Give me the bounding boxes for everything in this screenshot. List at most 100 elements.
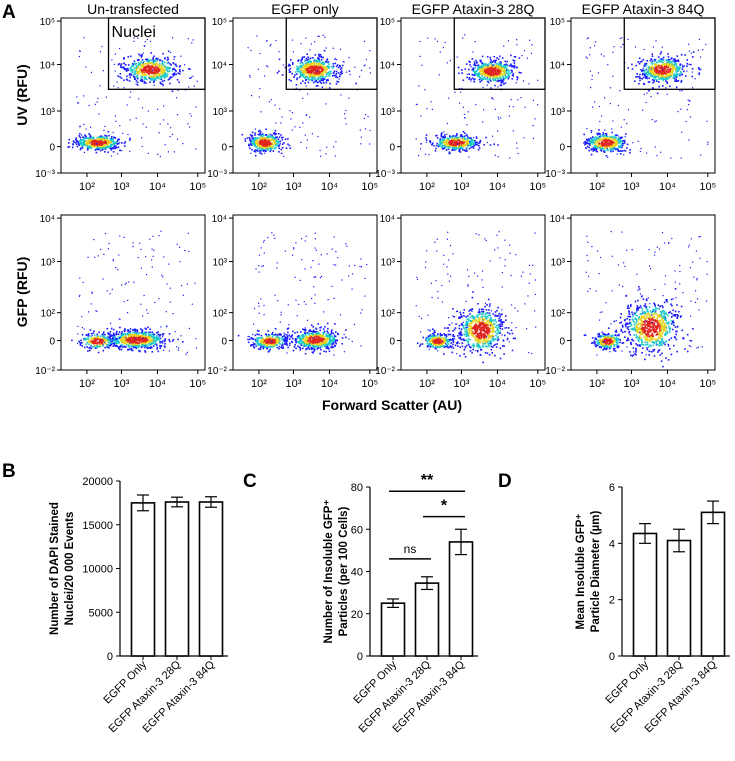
uv-plot-event-dot (457, 138, 460, 141)
gfp-plot-event-dot (188, 250, 190, 252)
gfp-plot-event-dot (313, 335, 315, 338)
uv-plot-event-dot (125, 78, 128, 81)
uv-plot-event-dot (157, 71, 159, 74)
uv-plot-event-dot (310, 77, 313, 79)
gfp-plot-event-dot (145, 331, 147, 334)
gfp-plot-event-dot (267, 333, 270, 336)
gfp-plot-event-dot (132, 341, 135, 343)
uv-plot-event-dot (100, 144, 103, 147)
uv-plot-event-dot (256, 149, 258, 151)
uv-plot-event-dot (84, 142, 86, 145)
gfp-plot-event-dot (323, 350, 325, 353)
gfp-plot-event-dot (124, 332, 126, 335)
gfp-plot-event-dot (262, 340, 264, 342)
gfp-plot-event-dot (320, 254, 322, 256)
uv-plot-event-dot (283, 155, 285, 157)
uv-plot-event-dot (500, 73, 502, 76)
uv-plot-event-dot (301, 73, 303, 76)
gfp-plot-event-dot (250, 344, 252, 347)
gfp-plot-event-dot (125, 338, 128, 341)
gfp-plot-event-dot (152, 333, 155, 335)
gfp-plot-event-dot (102, 331, 105, 333)
gfp-plot-event-dot (180, 335, 182, 337)
gfp-plot-event-dot (110, 342, 113, 344)
gfp-plot-event-dot (150, 259, 153, 261)
gfp-plot-event-dot (122, 339, 124, 341)
gfp-plot-event-dot (353, 323, 355, 326)
gfp-plot-event-dot (266, 338, 269, 341)
gfp-plot-event-dot (119, 345, 122, 347)
gfp-plot-event-dot (322, 338, 324, 340)
uv-plot-event-dot (278, 151, 280, 153)
uv-plot-event-dot (251, 137, 253, 139)
gfp-plot-event-dot (83, 338, 85, 340)
gfp-plot-event-dot (307, 336, 309, 339)
uv-plot-event-dot (303, 56, 306, 58)
gfp-plot-event-dot (102, 333, 105, 335)
gfp-plot-event-dot (351, 273, 354, 275)
gfp-plot-event-dot (341, 279, 343, 281)
uv-plot-event-dot (319, 77, 321, 80)
gfp-plot-event-dot (149, 344, 151, 346)
uv-plot-event-dot (513, 60, 516, 62)
uv-plot-event-dot (307, 78, 309, 80)
uv-plot-event-dot (92, 145, 94, 148)
gfp-plot-event-dot (156, 348, 158, 350)
uv-plot-event-dot (247, 47, 249, 49)
uv-plot-event-dot (264, 149, 266, 152)
uv-plot-event-dot (109, 138, 111, 140)
uv-plot-event-dot (125, 70, 128, 72)
uv-plot-event-dot (117, 153, 119, 155)
uv-plot-event-dot (458, 138, 461, 141)
gfp-plot-event-dot (325, 343, 327, 345)
uv-plot-y-tick-label: 10⁵ (40, 17, 55, 28)
uv-plot-event-dot (129, 76, 131, 79)
uv-plot-event-dot (144, 41, 146, 43)
uv-plot-event-dot (290, 59, 292, 61)
uv-plot-event-dot (325, 81, 328, 84)
gfp-plot-event-dot (308, 339, 311, 342)
uv-plot-event-dot (110, 137, 112, 139)
uv-plot-event-dot (304, 77, 306, 79)
nuclei-gate (107, 17, 206, 90)
gfp-plot-event-dot (105, 343, 107, 345)
uv-plot-event-dot (289, 110, 291, 112)
uv-plot-event-dot (481, 67, 484, 70)
gfp-plot-event-dot (131, 349, 134, 352)
gfp-plot-event-dot (259, 341, 262, 343)
gfp-plot-event-dot (143, 346, 146, 349)
gfp-plot-event-dot (148, 346, 150, 349)
uv-plot-event-dot (456, 147, 459, 149)
uv-plot-event-dot (326, 78, 329, 81)
uv-plot-event-dot (68, 145, 71, 148)
uv-plot-event-dot (105, 141, 107, 143)
gfp-plot-x-tick-label: 10⁴ (149, 378, 166, 390)
uv-plot-event-dot (457, 142, 459, 144)
uv-plot-event-dot (256, 146, 259, 148)
gfp-plot-event-dot (136, 329, 139, 332)
uv-plot-event-dot (463, 140, 465, 142)
uv-plot-event-dot (77, 142, 80, 144)
gfp-plot-event-dot (112, 332, 115, 335)
gfp-plot-event-dot (332, 342, 334, 345)
uv-plot-event-dot (312, 70, 314, 73)
uv-plot-event-dot (476, 61, 478, 63)
uv-plot-event-dot (341, 70, 343, 72)
uv-plot-event-dot (443, 141, 445, 144)
gfp-plot-event-dot (84, 338, 87, 341)
gfp-plot-event-dot (323, 331, 326, 333)
uv-plot-event-dot (474, 139, 476, 142)
gfp-plot-event-dot (95, 310, 97, 312)
gfp-plot-event-dot (360, 312, 362, 314)
uv-plot-event-dot (137, 66, 139, 69)
gfp-plot-event-dot (299, 337, 302, 339)
gfp-plot-event-dot (125, 337, 127, 339)
gfp-plot-event-dot (146, 339, 149, 341)
uv-plot-event-dot (117, 142, 120, 145)
uv-plot-event-dot (152, 57, 154, 59)
gfp-plot-event-dot (301, 335, 303, 337)
gfp-plot-event-dot (114, 342, 117, 344)
gfp-plot-event-dot (323, 340, 325, 343)
uv-plot-event-dot (310, 43, 312, 45)
uv-plot-event-dot (258, 134, 261, 136)
